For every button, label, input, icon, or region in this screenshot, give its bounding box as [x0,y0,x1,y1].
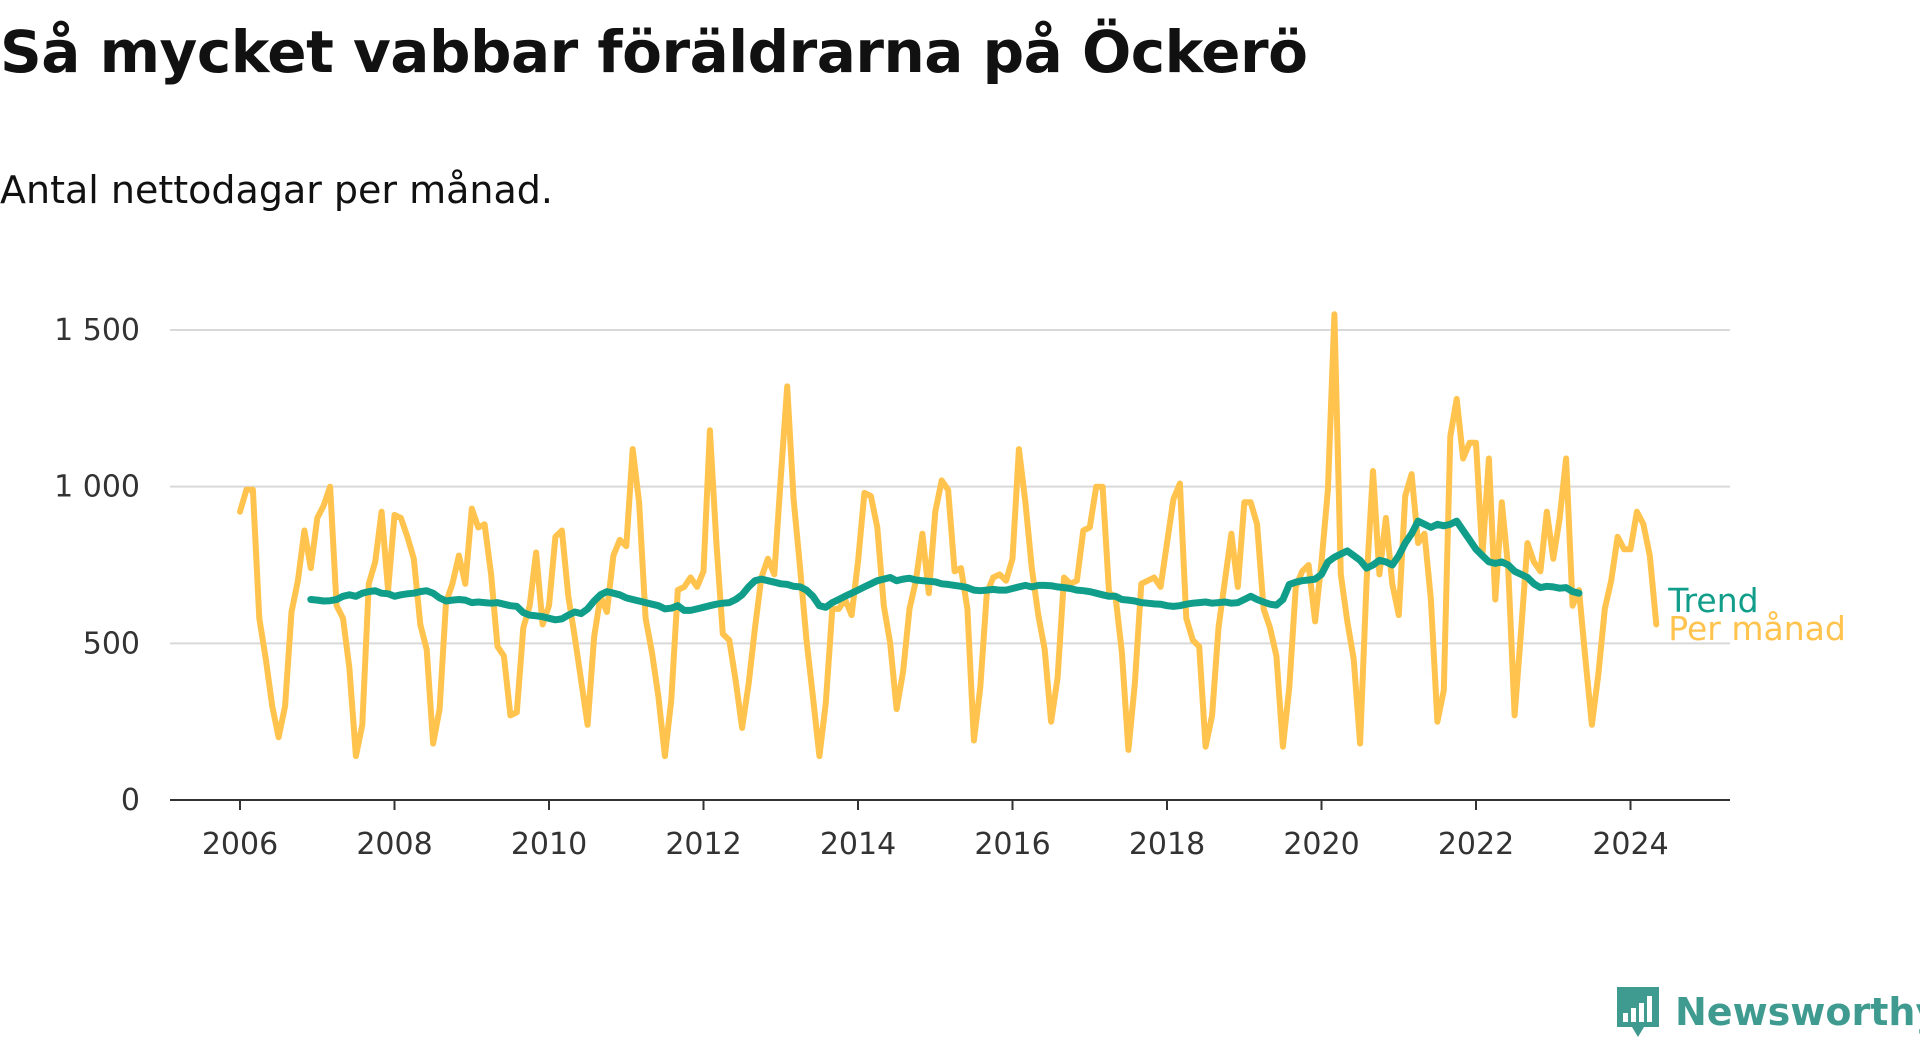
y-tick-label: 500 [83,626,140,661]
x-tick-label: 2010 [511,827,587,862]
x-tick-label: 2006 [202,827,278,862]
x-tick-label: 2012 [665,827,741,862]
gridlines [170,329,1730,645]
bar-chart-speech-bubble-icon [1617,987,1659,1037]
y-tick-label: 1 500 [54,313,140,348]
brand-logo: Newsworthy [1613,982,1920,1042]
series-label-trend: Trend [1667,581,1758,620]
y-tick-label: 1 000 [54,470,140,505]
series-label-per-manad: Per månad [1668,609,1846,648]
x-tick-label: 2008 [356,827,432,862]
series [237,311,1660,760]
y-tick-label: 0 [121,783,140,818]
line-chart: 0 500 1 000 1 500 2006 2008 2010 2012 2014 2016 20… [54,311,1846,862]
chart-title: Så mycket vabbar föräldrarna på Öckerö [0,18,1308,86]
x-tick-label: 2014 [820,827,896,862]
x-tick-label: 2016 [974,827,1050,862]
brand-name: Newsworthy [1675,990,1920,1034]
series-line-per-manad [237,311,1660,760]
axes: 0 500 1 000 1 500 2006 2008 2010 2012 2014 2016 20… [54,313,1730,862]
series-line-trend [307,517,1583,624]
chart-subtitle: Antal nettodagar per månad. [0,168,554,212]
x-tick-label: 2024 [1592,827,1668,862]
x-tick-label: 2022 [1438,827,1514,862]
x-tick-label: 2020 [1283,827,1359,862]
x-tick-label: 2018 [1129,827,1205,862]
